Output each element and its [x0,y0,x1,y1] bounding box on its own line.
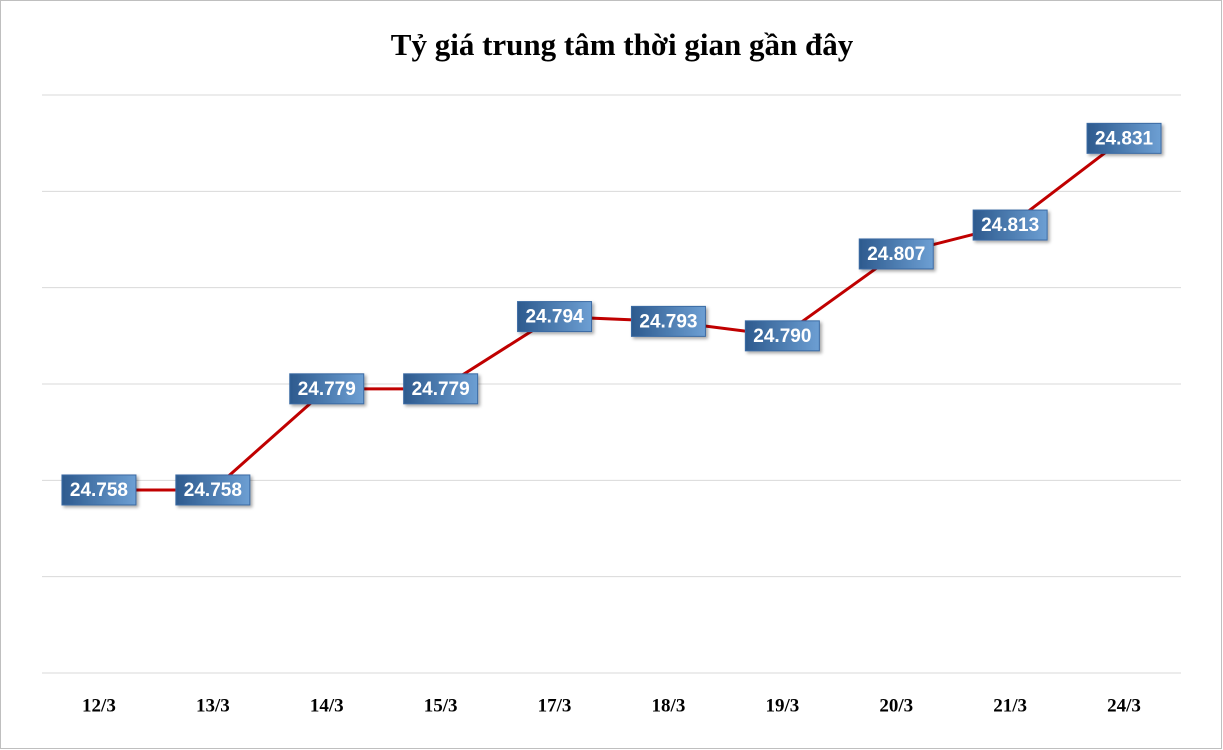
x-tick-label: 18/3 [652,695,686,716]
x-tick-label: 14/3 [310,695,344,716]
data-label: 24.758 [175,474,251,506]
data-line [98,137,1125,492]
data-label: 24.793 [630,305,706,337]
data-label-box [630,305,706,337]
data-label-box [61,474,137,506]
x-tick-label: 21/3 [993,695,1027,716]
data-label-box [744,320,820,352]
chart-title: Tỷ giá trung tâm thời gian gần đây [391,27,854,62]
data-label-box [289,373,365,405]
x-tick-label: 19/3 [765,695,799,716]
x-tick-label: 15/3 [424,695,458,716]
data-label: 24.813 [972,209,1048,241]
x-tick-label: 24/3 [1107,695,1141,716]
data-label-text: 24.758 [184,480,242,501]
data-label-text: 24.813 [981,215,1039,236]
data-label-text: 24.807 [867,244,925,265]
data-label-box [1086,122,1162,154]
data-label-box [175,474,251,506]
data-label-text: 24.790 [753,326,811,347]
data-label: 24.779 [403,373,479,405]
data-label-text: 24.779 [298,379,356,400]
x-tick-label: 20/3 [879,695,913,716]
data-label-text: 24.794 [525,307,584,328]
data-label: 24.758 [61,474,137,506]
data-label: 24.807 [858,238,934,270]
data-label: 24.779 [289,373,365,405]
data-label: 24.790 [744,320,820,352]
data-label-box [517,301,593,333]
data-label-text: 24.793 [639,311,697,332]
x-tick-label: 13/3 [196,695,230,716]
data-label-text: 24.779 [412,379,470,400]
data-label-text: 24.831 [1095,128,1154,149]
data-label-text: 24.758 [70,480,128,501]
data-label-box [972,209,1048,241]
x-tick-label: 17/3 [538,695,572,716]
data-label: 24.794 [517,301,593,333]
x-tick-label: 12/3 [82,695,116,716]
data-label: 24.831 [1086,122,1162,154]
data-label-box [403,373,479,405]
data-label-box [858,238,934,270]
